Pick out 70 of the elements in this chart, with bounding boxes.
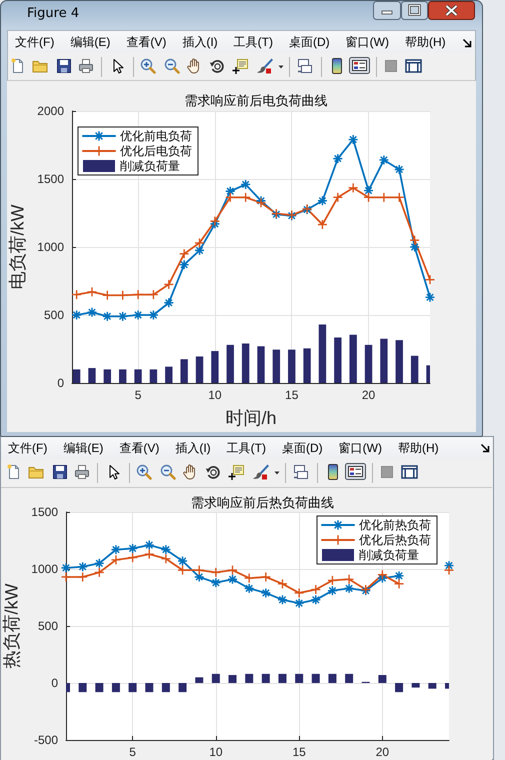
point <box>144 550 154 559</box>
y-tick-label: 0 <box>51 676 58 690</box>
point <box>164 280 174 289</box>
point <box>161 554 170 564</box>
bar <box>334 337 342 383</box>
bar <box>380 338 388 383</box>
y-tick-label: 1000 <box>31 562 58 576</box>
bar <box>196 356 204 383</box>
x-tick-label: 15 <box>285 388 299 402</box>
bar <box>396 340 403 383</box>
x-tick-label: 10 <box>208 388 222 402</box>
legend-label: 优化前电负荷 <box>120 129 192 143</box>
y-tick-label: 500 <box>38 619 58 633</box>
caption: Figure 4 <box>27 6 80 21</box>
y-tick-label: 1500 <box>31 505 58 519</box>
chart-title: 需求响应前后热负荷曲线 <box>191 495 334 511</box>
bar <box>150 369 158 383</box>
legend-label: 削减负荷量 <box>359 548 419 562</box>
y-tick-label: 2000 <box>37 104 64 118</box>
bar <box>104 369 112 383</box>
y-tick-label: 1000 <box>37 240 64 254</box>
menu-bar: 文件(F) 编辑(E) 查看(V) 插入(I) 工具(T) 桌面(D) 窗口(W) 帮助(H) <box>1 437 492 459</box>
menu-bar: 文件(F) 编辑(E) 查看(V) 插入(I) 工具(T) 桌面(D) 窗口(W) 帮助(H) <box>7 30 476 53</box>
bar <box>134 369 142 383</box>
legend-label: 优化后热负荷 <box>359 533 431 547</box>
x-tick-label: 15 <box>292 745 306 759</box>
bar <box>226 344 234 383</box>
bar <box>288 350 296 383</box>
x-tick-label: 20 <box>362 388 376 402</box>
point <box>410 236 420 245</box>
legend-label: 削减负荷量 <box>120 159 180 173</box>
bar <box>165 366 172 383</box>
y-axis-title: 热负荷/kW <box>1 584 22 668</box>
bar <box>72 369 80 383</box>
bar <box>88 368 96 383</box>
point <box>348 183 358 192</box>
bar <box>349 334 357 383</box>
y-tick-label: 1500 <box>37 172 64 186</box>
point <box>180 249 189 258</box>
point <box>344 574 354 584</box>
bar <box>410 356 418 383</box>
point <box>378 570 387 580</box>
y-axis-title: 电负荷/kW <box>7 204 28 290</box>
y-tick-label: 500 <box>44 308 64 322</box>
point <box>211 568 220 577</box>
bar <box>364 344 372 383</box>
bar <box>318 324 326 383</box>
chart-title: 需求响应前后电负荷曲线 <box>184 93 328 109</box>
point <box>128 553 138 562</box>
x-tick-label: 5 <box>129 745 136 759</box>
bar <box>242 344 250 383</box>
point <box>210 216 220 226</box>
x-tick-label: 5 <box>134 388 142 402</box>
bar <box>257 346 265 383</box>
bar <box>303 348 311 383</box>
x-tick-label: 20 <box>376 745 390 759</box>
legend-label: 优化前热负荷 <box>359 518 431 532</box>
x-axis-title: 时间/h <box>225 408 277 428</box>
bar <box>272 350 280 383</box>
bar <box>119 369 126 383</box>
point <box>244 574 254 583</box>
y-tick-label: 0 <box>57 376 64 390</box>
point <box>333 192 342 202</box>
legend-label: 优化后电负荷 <box>120 144 192 158</box>
bar <box>180 359 188 383</box>
point <box>72 290 82 300</box>
point <box>94 568 104 577</box>
y-tick-label: -500 <box>34 733 58 747</box>
bar <box>211 351 219 383</box>
x-tick-label: 10 <box>209 745 223 759</box>
